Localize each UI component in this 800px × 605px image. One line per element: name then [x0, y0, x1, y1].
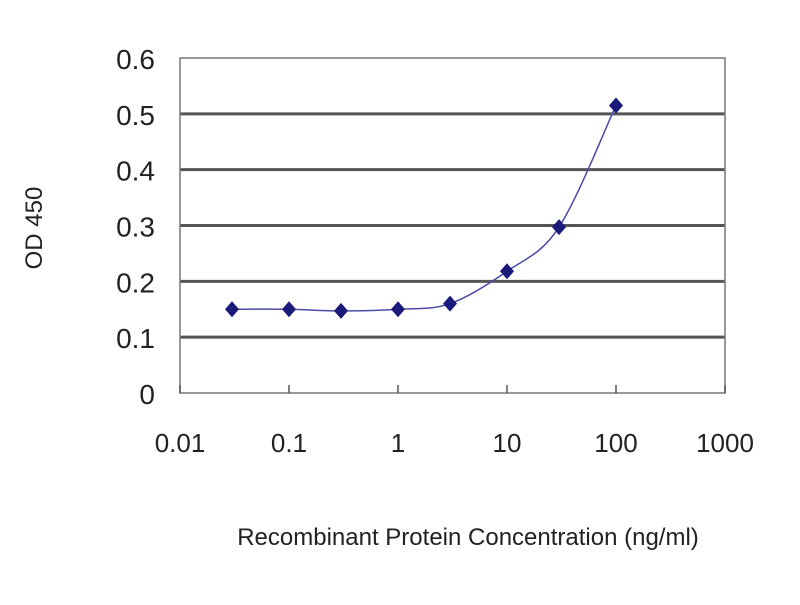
data-point — [443, 295, 458, 312]
x-tick-label: 0.1 — [271, 428, 307, 458]
y-tick-label: 0.6 — [116, 44, 155, 75]
data-point — [391, 301, 405, 318]
y-tick-label: 0.3 — [116, 212, 155, 243]
y-tick-label: 0.2 — [116, 267, 155, 298]
data-point — [334, 302, 349, 319]
x-tick-label: 10 — [493, 428, 522, 458]
data-point — [225, 301, 240, 318]
x-tick-label: 1000 — [696, 428, 754, 458]
x-tick-label: 0.01 — [155, 428, 206, 458]
data-point — [609, 97, 623, 114]
plot-area — [179, 57, 726, 394]
y-tick-label: 0 — [139, 379, 155, 410]
y-tick-label: 0.5 — [116, 100, 155, 131]
y-axis-label: OD 450 — [21, 187, 48, 270]
y-tick-label: 0.4 — [116, 156, 155, 187]
data-point — [282, 301, 296, 318]
data-point — [500, 263, 514, 280]
x-tick-label: 100 — [594, 428, 637, 458]
x-tick-label: 1 — [391, 428, 405, 458]
y-tick-label: 0.1 — [116, 323, 155, 354]
data-point — [552, 219, 567, 236]
x-axis-label: Recombinant Protein Concentration (ng/ml… — [237, 524, 699, 551]
